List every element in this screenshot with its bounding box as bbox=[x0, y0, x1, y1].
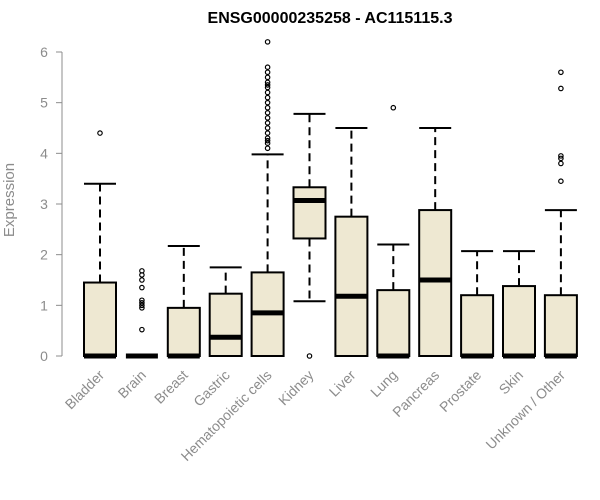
box-iqr bbox=[376, 289, 411, 357]
box-iqr bbox=[208, 292, 243, 357]
outlier-point bbox=[139, 326, 145, 333]
box-breast bbox=[166, 245, 201, 359]
box-pancreas bbox=[418, 127, 453, 357]
y-tick-label: 3 bbox=[40, 196, 48, 212]
outlier-point bbox=[264, 39, 271, 45]
x-category-label: Pancreas bbox=[389, 367, 442, 420]
box-iqr bbox=[418, 209, 453, 357]
x-category-label: Kidney bbox=[275, 367, 317, 409]
outlier-point bbox=[264, 99, 271, 106]
outlier-point bbox=[558, 153, 564, 159]
x-category-label: Prostate bbox=[436, 367, 484, 415]
y-axis-label: Expression bbox=[1, 163, 18, 237]
outlier-point bbox=[264, 137, 271, 144]
y-tick-label: 5 bbox=[40, 95, 48, 111]
outlier-point bbox=[264, 69, 271, 76]
outlier-point bbox=[139, 284, 145, 291]
outlier-point bbox=[558, 178, 564, 185]
outlier-point bbox=[264, 135, 271, 141]
outlier-point bbox=[264, 115, 271, 121]
x-category-label: Liver bbox=[326, 367, 359, 400]
y-tick-label: 2 bbox=[40, 247, 48, 263]
outlier-point bbox=[264, 110, 271, 116]
outlier-point bbox=[264, 79, 271, 86]
box-iqr bbox=[334, 215, 369, 357]
outlier-point bbox=[558, 160, 564, 167]
outlier-point bbox=[264, 145, 271, 152]
x-category-label: Bladder bbox=[62, 367, 108, 413]
outlier-point bbox=[264, 140, 271, 147]
outlier-point bbox=[558, 69, 564, 76]
box-iqr bbox=[166, 306, 201, 358]
x-category-label: Lung bbox=[367, 367, 400, 400]
y-tick-label: 4 bbox=[40, 145, 48, 161]
x-category-label: Unknown / Other bbox=[482, 367, 568, 453]
y-tick-label: 0 bbox=[40, 348, 48, 364]
outlier-point bbox=[139, 299, 145, 306]
box-unknown-other bbox=[543, 69, 578, 359]
x-category-label: Skin bbox=[496, 367, 527, 398]
box-brain bbox=[125, 268, 158, 359]
outlier-point bbox=[264, 89, 271, 96]
outlier-point bbox=[558, 85, 564, 92]
box-series bbox=[83, 39, 578, 359]
outlier-point bbox=[264, 74, 271, 81]
y-tick-label: 6 bbox=[40, 44, 48, 60]
outlier-point bbox=[390, 104, 397, 111]
outlier-point bbox=[139, 302, 145, 309]
outlier-point bbox=[264, 104, 271, 111]
outlier-point bbox=[264, 125, 271, 131]
chart-title: ENSG00000235258 - AC115115.3 bbox=[208, 10, 453, 27]
outlier-point bbox=[264, 82, 271, 88]
y-tick-label: 1 bbox=[40, 297, 48, 313]
outlier-point bbox=[264, 120, 271, 126]
box-lung bbox=[376, 104, 411, 359]
y-axis: 0 1 2 3 4 5 6 bbox=[40, 44, 63, 364]
x-category-label: Breast bbox=[151, 367, 191, 407]
box-skin bbox=[502, 250, 536, 359]
outlier-point bbox=[306, 353, 313, 359]
outlier-point bbox=[264, 64, 271, 71]
outlier-point bbox=[139, 305, 145, 311]
outlier-point bbox=[139, 268, 145, 274]
box-iqr bbox=[460, 294, 495, 358]
outlier-point bbox=[264, 94, 271, 101]
box-bladder bbox=[83, 130, 117, 359]
outlier-point bbox=[264, 130, 271, 136]
outlier-point bbox=[97, 130, 103, 136]
box-iqr bbox=[292, 186, 327, 240]
box-prostate bbox=[460, 250, 495, 359]
outlier-point bbox=[264, 84, 271, 91]
box-gastric bbox=[208, 266, 243, 357]
outlier-point bbox=[139, 277, 145, 283]
box-iqr bbox=[543, 294, 578, 358]
box-iqr bbox=[502, 285, 536, 357]
box-iqr bbox=[83, 281, 117, 357]
box-hematopoietic-cells bbox=[250, 39, 285, 357]
outlier-point bbox=[558, 155, 564, 162]
outlier-point bbox=[139, 297, 145, 304]
x-category-label: Brain bbox=[115, 367, 149, 401]
box-kidney bbox=[292, 112, 327, 359]
box-liver bbox=[334, 127, 369, 357]
